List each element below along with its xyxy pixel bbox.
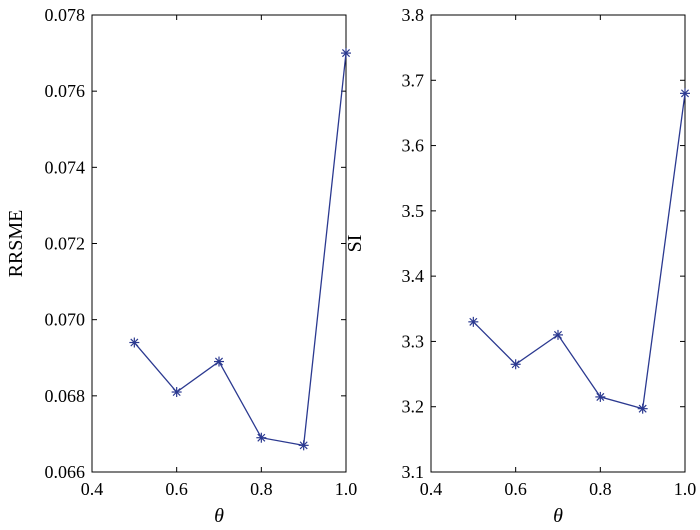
- rrsme-y-tick-label: 0.068: [45, 386, 86, 406]
- si-y-tick-label: 3.4: [402, 266, 425, 286]
- si-data-point: [468, 316, 479, 327]
- si-x-tick-label: 0.6: [504, 479, 527, 499]
- si-y-tick-label: 3.2: [402, 397, 425, 417]
- rrsme-series-line: [133, 53, 347, 447]
- left-chart-panel: 0.4 0.6 0.8 1.0 0.066 0.068 0.070 0.072 0.074 0.0…: [5, 5, 357, 527]
- rrsme-x-tick-label: 0.8: [250, 479, 273, 499]
- si-data-point: [510, 359, 521, 370]
- si-plot-frame: [430, 14, 686, 473]
- rrsme-data-point: [129, 337, 140, 348]
- rrsme-y-tick-label: 0.074: [45, 157, 86, 177]
- rrsme-y-tick-label: 0.070: [45, 310, 86, 330]
- rrsme-data-point: [171, 387, 182, 398]
- si-data-point: [637, 403, 648, 414]
- si-data-point: [680, 88, 690, 99]
- si-y-tick-label: 3.1: [402, 462, 425, 482]
- si-x-tick-label: 0.4: [420, 479, 443, 499]
- rrsme-y-tick-label: 0.066: [45, 462, 86, 482]
- si-y-tick-label: 3.8: [402, 5, 425, 25]
- si-y-axis-title: SI: [344, 235, 366, 253]
- si-series-line: [472, 93, 686, 410]
- si-y-tick-label: 3.7: [402, 70, 425, 90]
- right-chart-panel: 0.4 0.6 0.8 1.0 3.1 3.2 3.3 3.4 3.5 3.6 3.7 3.8 θ SI: [344, 5, 696, 527]
- si-x-tick-label: 0.8: [589, 479, 612, 499]
- rrsme-data-point: [298, 440, 309, 451]
- rrsme-x-tick-label: 0.6: [165, 479, 188, 499]
- si-y-tick-label: 3.6: [402, 136, 425, 156]
- rrsme-y-tick-label: 0.076: [45, 81, 86, 101]
- rrsme-data-point: [341, 48, 351, 59]
- rrsme-x-axis-title: θ: [214, 505, 224, 527]
- rrsme-x-tick-label: 0.4: [81, 479, 104, 499]
- si-x-axis-title: θ: [553, 505, 563, 527]
- rrsme-x-tick-label: 1.0: [335, 479, 358, 499]
- si-y-tick-label: 3.3: [402, 331, 425, 351]
- rrsme-data-point: [256, 432, 267, 443]
- si-y-tick-label: 3.5: [402, 201, 425, 221]
- si-x-tick-label: 1.0: [674, 479, 697, 499]
- rrsme-y-axis-title: RRSME: [5, 210, 27, 278]
- rrsme-data-point: [214, 356, 224, 367]
- rrsme-y-tick-label: 0.072: [45, 234, 86, 254]
- si-data-point: [553, 329, 563, 340]
- si-data-point: [595, 391, 606, 402]
- rrsme-y-tick-label: 0.078: [45, 5, 86, 25]
